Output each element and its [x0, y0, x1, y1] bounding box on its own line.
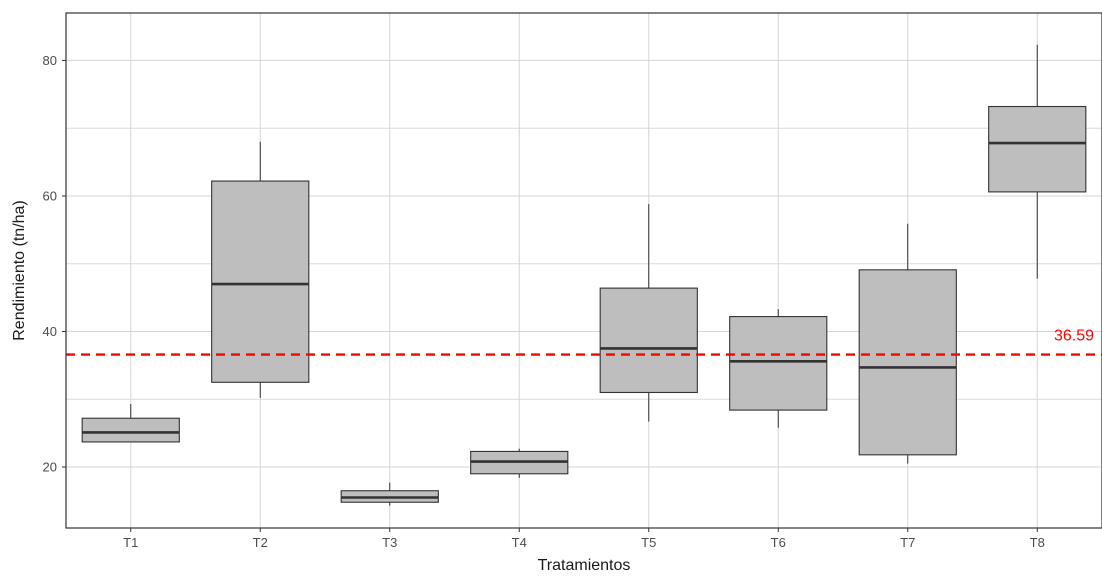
- x-tick-label-T2: T2: [253, 535, 268, 550]
- x-tick-label-T3: T3: [382, 535, 397, 550]
- box-T7: [858, 269, 957, 456]
- x-tick-label-T8: T8: [1030, 535, 1045, 550]
- plot-panel-border: [65, 12, 1102, 529]
- y-tick-label: 60: [43, 188, 57, 203]
- y-tick-label: 80: [43, 53, 57, 68]
- box-T6: [729, 316, 828, 411]
- whiskers: [130, 44, 1038, 506]
- x-tick-label-T5: T5: [641, 535, 656, 550]
- x-axis-title: Tratamientos: [538, 557, 631, 574]
- medians: [82, 141, 1086, 499]
- x-tick-label-T1: T1: [123, 535, 138, 550]
- reference-line-label: 36.59: [1054, 328, 1094, 345]
- boxes: [81, 105, 1087, 503]
- y-tick-label: 40: [43, 324, 57, 339]
- y-tick-label: 20: [43, 460, 57, 475]
- box-T8: [988, 105, 1087, 193]
- axis-ticks: [62, 59, 1038, 532]
- reference-line-group: 36.59: [66, 328, 1102, 356]
- y-axis-title: Rendimiento (tn/ha): [11, 200, 28, 341]
- x-tick-label-T4: T4: [512, 535, 527, 550]
- axis-tick-labels: 20 40 60 80 T1 T2 T3 T4 T5 T6 T7 T8: [43, 53, 1045, 550]
- box-T2: [211, 180, 310, 383]
- x-tick-label-T7: T7: [900, 535, 915, 550]
- x-tick-label-T6: T6: [771, 535, 786, 550]
- box-T5: [599, 287, 698, 394]
- box-T1: [81, 417, 180, 443]
